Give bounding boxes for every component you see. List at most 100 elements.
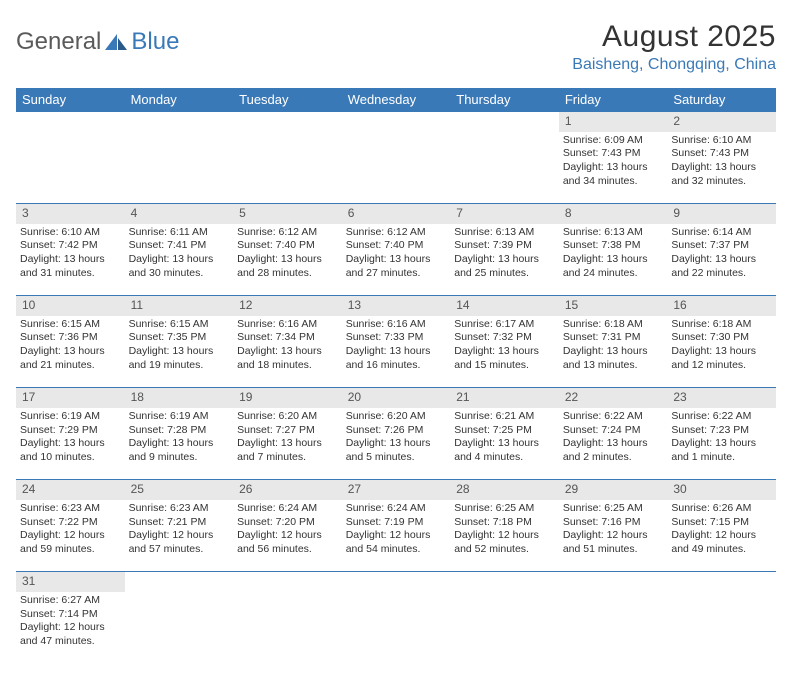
- day-number: [450, 112, 559, 132]
- sunset-line: Sunset: 7:34 PM: [237, 331, 338, 345]
- day-number: 19: [233, 388, 342, 408]
- day-number-row: 31: [16, 572, 776, 592]
- day-cell: Sunrise: 6:10 AMSunset: 7:42 PMDaylight:…: [16, 224, 125, 296]
- daylight-line: Daylight: 12 hours: [671, 529, 772, 543]
- daylight-line: Daylight: 13 hours: [563, 161, 664, 175]
- daylight-line: and 24 minutes.: [563, 267, 664, 281]
- daylight-line: and 54 minutes.: [346, 543, 447, 557]
- daylight-line: Daylight: 13 hours: [129, 253, 230, 267]
- daylight-line: and 30 minutes.: [129, 267, 230, 281]
- daylight-line: and 21 minutes.: [20, 359, 121, 373]
- day-cell: Sunrise: 6:14 AMSunset: 7:37 PMDaylight:…: [667, 224, 776, 296]
- sunset-line: Sunset: 7:32 PM: [454, 331, 555, 345]
- sunrise-line: Sunrise: 6:10 AM: [20, 226, 121, 240]
- sunrise-line: Sunrise: 6:17 AM: [454, 318, 555, 332]
- sunrise-line: Sunrise: 6:12 AM: [237, 226, 338, 240]
- sunset-line: Sunset: 7:30 PM: [671, 331, 772, 345]
- daylight-line: and 13 minutes.: [563, 359, 664, 373]
- day-number: 7: [450, 204, 559, 224]
- day-cell: [559, 592, 668, 664]
- weekday-header: Tuesday: [233, 88, 342, 112]
- sunrise-line: Sunrise: 6:12 AM: [346, 226, 447, 240]
- weekday-header: Sunday: [16, 88, 125, 112]
- day-cell: Sunrise: 6:17 AMSunset: 7:32 PMDaylight:…: [450, 316, 559, 388]
- day-number: 9: [667, 204, 776, 224]
- day-number: 6: [342, 204, 451, 224]
- daylight-line: Daylight: 13 hours: [563, 253, 664, 267]
- daylight-line: Daylight: 12 hours: [129, 529, 230, 543]
- daylight-line: Daylight: 13 hours: [671, 345, 772, 359]
- daylight-line: and 27 minutes.: [346, 267, 447, 281]
- day-number-row: 3456789: [16, 204, 776, 224]
- title-block: August 2025 Baisheng, Chongqing, China: [572, 20, 776, 74]
- day-number: 10: [16, 296, 125, 316]
- sunset-line: Sunset: 7:14 PM: [20, 608, 121, 622]
- daylight-line: and 18 minutes.: [237, 359, 338, 373]
- daylight-line: Daylight: 13 hours: [129, 345, 230, 359]
- sunrise-line: Sunrise: 6:23 AM: [129, 502, 230, 516]
- day-cell: Sunrise: 6:27 AMSunset: 7:14 PMDaylight:…: [16, 592, 125, 664]
- day-number: 27: [342, 480, 451, 500]
- sunset-line: Sunset: 7:41 PM: [129, 239, 230, 253]
- sunrise-line: Sunrise: 6:19 AM: [129, 410, 230, 424]
- sunrise-line: Sunrise: 6:15 AM: [129, 318, 230, 332]
- daylight-line: and 59 minutes.: [20, 543, 121, 557]
- daylight-line: Daylight: 13 hours: [454, 345, 555, 359]
- day-info-row: Sunrise: 6:23 AMSunset: 7:22 PMDaylight:…: [16, 500, 776, 572]
- day-cell: Sunrise: 6:15 AMSunset: 7:35 PMDaylight:…: [125, 316, 234, 388]
- daylight-line: Daylight: 12 hours: [563, 529, 664, 543]
- sunrise-line: Sunrise: 6:20 AM: [237, 410, 338, 424]
- sunset-line: Sunset: 7:43 PM: [563, 147, 664, 161]
- weekday-header: Friday: [559, 88, 668, 112]
- day-cell: Sunrise: 6:13 AMSunset: 7:38 PMDaylight:…: [559, 224, 668, 296]
- day-cell: [667, 592, 776, 664]
- day-number: [233, 112, 342, 132]
- daylight-line: and 4 minutes.: [454, 451, 555, 465]
- day-cell: Sunrise: 6:11 AMSunset: 7:41 PMDaylight:…: [125, 224, 234, 296]
- daylight-line: and 51 minutes.: [563, 543, 664, 557]
- sunset-line: Sunset: 7:40 PM: [346, 239, 447, 253]
- sunset-line: Sunset: 7:31 PM: [563, 331, 664, 345]
- daylight-line: and 15 minutes.: [454, 359, 555, 373]
- day-number: 14: [450, 296, 559, 316]
- sunset-line: Sunset: 7:33 PM: [346, 331, 447, 345]
- daylight-line: and 2 minutes.: [563, 451, 664, 465]
- day-number: [125, 112, 234, 132]
- day-number-row: 24252627282930: [16, 480, 776, 500]
- daylight-line: and 1 minute.: [671, 451, 772, 465]
- day-number: 24: [16, 480, 125, 500]
- day-cell: Sunrise: 6:23 AMSunset: 7:21 PMDaylight:…: [125, 500, 234, 572]
- day-number: 16: [667, 296, 776, 316]
- daylight-line: Daylight: 12 hours: [454, 529, 555, 543]
- daylight-line: and 5 minutes.: [346, 451, 447, 465]
- day-cell: Sunrise: 6:22 AMSunset: 7:24 PMDaylight:…: [559, 408, 668, 480]
- page-title: August 2025: [572, 20, 776, 54]
- weekday-header: Thursday: [450, 88, 559, 112]
- sunset-line: Sunset: 7:25 PM: [454, 424, 555, 438]
- day-cell: Sunrise: 6:13 AMSunset: 7:39 PMDaylight:…: [450, 224, 559, 296]
- day-number: 15: [559, 296, 668, 316]
- day-number: 17: [16, 388, 125, 408]
- brand-part2: Blue: [131, 28, 179, 56]
- day-number: 20: [342, 388, 451, 408]
- sunrise-line: Sunrise: 6:20 AM: [346, 410, 447, 424]
- daylight-line: Daylight: 13 hours: [237, 437, 338, 451]
- sunrise-line: Sunrise: 6:24 AM: [237, 502, 338, 516]
- daylight-line: and 57 minutes.: [129, 543, 230, 557]
- sunrise-line: Sunrise: 6:16 AM: [237, 318, 338, 332]
- day-cell: Sunrise: 6:19 AMSunset: 7:29 PMDaylight:…: [16, 408, 125, 480]
- day-cell: Sunrise: 6:18 AMSunset: 7:31 PMDaylight:…: [559, 316, 668, 388]
- day-info-row: Sunrise: 6:09 AMSunset: 7:43 PMDaylight:…: [16, 132, 776, 204]
- daylight-line: and 56 minutes.: [237, 543, 338, 557]
- day-number: 13: [342, 296, 451, 316]
- daylight-line: Daylight: 13 hours: [20, 437, 121, 451]
- daylight-line: Daylight: 12 hours: [20, 529, 121, 543]
- daylight-line: Daylight: 13 hours: [563, 345, 664, 359]
- calendar-table: SundayMondayTuesdayWednesdayThursdayFrid…: [16, 88, 776, 664]
- sunrise-line: Sunrise: 6:27 AM: [20, 594, 121, 608]
- sunset-line: Sunset: 7:42 PM: [20, 239, 121, 253]
- sunrise-line: Sunrise: 6:24 AM: [346, 502, 447, 516]
- day-number: 4: [125, 204, 234, 224]
- day-cell: Sunrise: 6:21 AMSunset: 7:25 PMDaylight:…: [450, 408, 559, 480]
- daylight-line: Daylight: 13 hours: [237, 253, 338, 267]
